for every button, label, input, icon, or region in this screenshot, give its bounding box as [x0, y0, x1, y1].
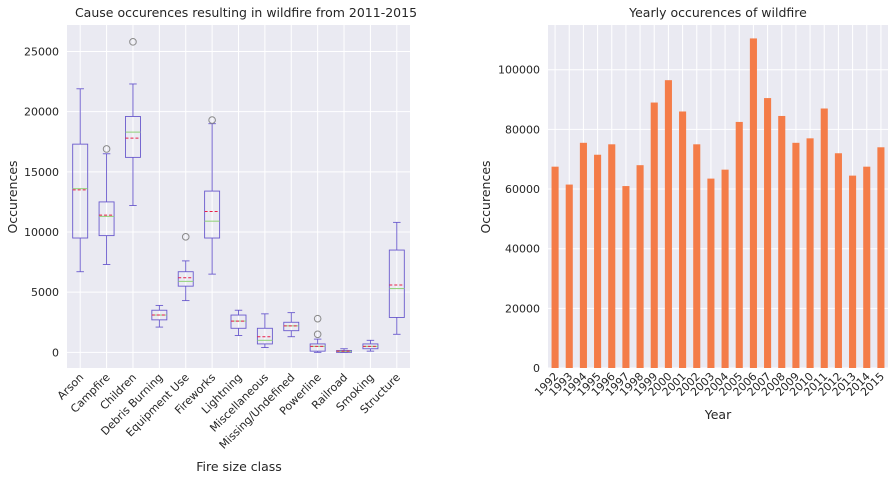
- y-tick-label: 60000: [505, 183, 540, 196]
- box-body: [283, 321, 300, 332]
- bar: [693, 144, 701, 368]
- y-tick-label: 5000: [31, 286, 59, 299]
- bar: [636, 165, 644, 368]
- bar: [806, 138, 814, 368]
- y-tick-label: 20000: [24, 106, 59, 119]
- box: [72, 88, 89, 273]
- bar: [608, 144, 616, 368]
- box: [98, 145, 115, 265]
- boxplot-y-ticks: 0 5000 10000 15000 20000 25000: [24, 45, 59, 359]
- bar: [650, 102, 658, 369]
- box: [151, 304, 168, 328]
- box-outlier: [313, 314, 322, 323]
- bar: [820, 108, 828, 368]
- bar-y-axis-label: Occurences: [478, 160, 493, 233]
- box: [309, 314, 326, 353]
- bar: [565, 184, 573, 368]
- boxplot-chart: 0 5000 10000 15000 20000 25000 ArsonCampfireC…: [5, 5, 417, 474]
- box: [177, 233, 194, 302]
- y-tick-label: 40000: [505, 243, 540, 256]
- bar-plot-area: [548, 25, 888, 368]
- y-tick-label: 0: [52, 346, 59, 359]
- bar-title: Yearly occurences of wildfire: [628, 5, 807, 20]
- bar: [735, 121, 743, 368]
- bar-chart: 0 20000 40000 60000 80000 100000 199219931994…: [478, 5, 888, 422]
- box-outlier: [102, 145, 111, 153]
- boxplot-boxes: [72, 38, 405, 353]
- boxplot-gridlines: [67, 25, 410, 368]
- bar: [679, 111, 687, 368]
- bar-x-ticks: 1992199319941995199619971998199920002001…: [532, 370, 887, 399]
- bar: [594, 154, 602, 368]
- box-body: [388, 249, 405, 318]
- bar: [849, 175, 857, 368]
- box-outlier: [313, 330, 322, 339]
- bar: [778, 115, 786, 368]
- box: [125, 38, 141, 206]
- boxplot-x-axis-label: Fire size class: [196, 459, 282, 474]
- box-outlier: [129, 38, 137, 46]
- box: [388, 221, 405, 335]
- y-tick-label: 100000: [498, 64, 540, 77]
- bar: [749, 38, 757, 368]
- bar-bars: [551, 38, 885, 369]
- box-body: [256, 327, 273, 345]
- box: [230, 309, 247, 336]
- box-body: [72, 143, 89, 239]
- y-tick-label: 80000: [505, 123, 540, 136]
- bar: [721, 169, 729, 368]
- y-tick-label: 0: [533, 362, 540, 375]
- bar: [551, 166, 559, 368]
- boxplot-title: Cause occurences resulting in wildfire f…: [75, 5, 417, 20]
- bar: [834, 153, 842, 368]
- y-tick-label: 25000: [24, 45, 59, 58]
- bar: [707, 178, 715, 368]
- box: [283, 312, 300, 338]
- box: [256, 313, 273, 348]
- y-tick-label: 15000: [24, 166, 59, 179]
- box: [362, 339, 379, 352]
- y-tick-label: 20000: [505, 302, 540, 315]
- box-body: [204, 190, 221, 239]
- bar-x-axis-label: Year: [704, 407, 732, 422]
- boxplot-y-axis-label: Occurences: [5, 160, 20, 233]
- box-outlier: [208, 116, 216, 124]
- box-body: [125, 116, 141, 158]
- bar-y-ticks: 0 20000 40000 60000 80000 100000: [498, 64, 540, 375]
- bar: [664, 80, 672, 369]
- box-body: [309, 343, 326, 352]
- box: [336, 348, 352, 353]
- bar: [877, 147, 885, 368]
- box-body: [177, 271, 194, 287]
- box-body: [230, 314, 247, 329]
- box-outlier: [181, 233, 190, 241]
- bar: [792, 142, 800, 368]
- bar: [863, 166, 871, 368]
- bar: [764, 98, 772, 368]
- bar: [622, 186, 630, 368]
- y-tick-label: 10000: [24, 226, 59, 239]
- box: [204, 116, 221, 275]
- bar: [579, 142, 587, 368]
- box-body: [98, 201, 115, 237]
